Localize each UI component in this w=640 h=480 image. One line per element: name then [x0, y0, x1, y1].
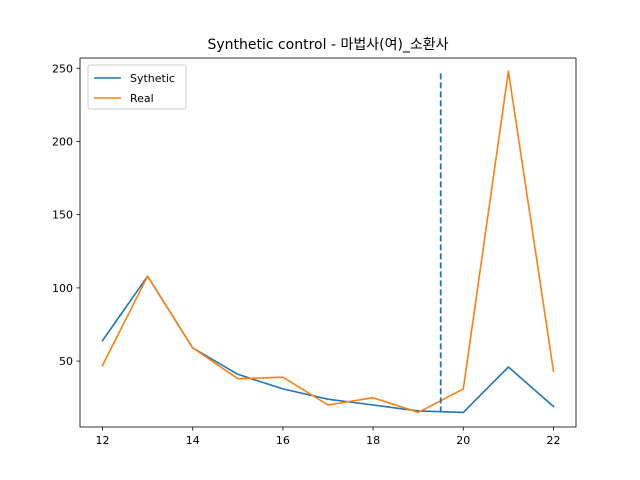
- y-tick-label-1: 100: [52, 282, 73, 295]
- y-tick-label-0: 50: [59, 355, 73, 368]
- x-tick-label-2: 16: [276, 434, 290, 447]
- y-tick-label-4: 250: [52, 62, 73, 75]
- y-tick-label-2: 150: [52, 209, 73, 222]
- axes-frame: [79, 57, 577, 428]
- legend: Sythetic Real: [87, 64, 187, 110]
- x-tick-label-1: 14: [186, 434, 200, 447]
- x-tick-label-5: 22: [546, 434, 560, 447]
- legend-label-1: Real: [130, 92, 154, 105]
- axes: 12 14 16 18 20 22 50 100 150 200 250: [52, 57, 577, 447]
- plot-area: [101, 70, 555, 414]
- chart-title: Synthetic control - 마법사(여)_소환사: [207, 37, 448, 53]
- legend-label-0: Sythetic: [130, 72, 175, 85]
- x-tick-label-0: 12: [96, 434, 110, 447]
- x-tick-label-3: 18: [366, 434, 380, 447]
- x-tick-label-4: 20: [456, 434, 470, 447]
- series-line-1: [101, 70, 555, 414]
- y-tick-label-3: 200: [52, 135, 73, 148]
